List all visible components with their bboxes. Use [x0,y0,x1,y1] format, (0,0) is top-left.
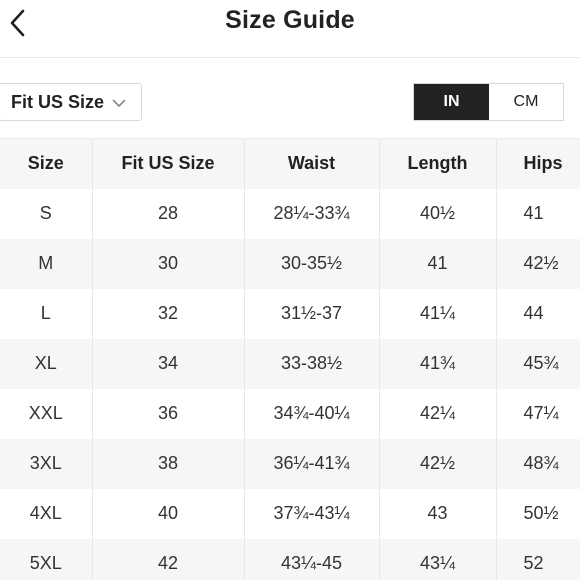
cell-size: 3XL [0,438,93,489]
table-row: M 30 30-35½ 41 42½ [0,238,580,289]
size-standard-dropdown[interactable]: Fit US Size [0,83,142,121]
cell-hips: 42½ [496,238,580,289]
cell-fit-us-size: 36 [92,388,245,439]
cell-hips: 48¾ [496,438,580,489]
cell-hips: 50½ [496,488,580,539]
table-body: S 28 28¼-33¾ 40½ 41 M 30 30-35½ 41 42½ L 32 31½-37 41… [0,188,580,580]
cell-waist: 33-38½ [244,338,380,389]
cell-length: 41¾ [379,338,497,389]
table-row: XL 34 33-38½ 41¾ 45¾ [0,338,580,389]
chevron-left-icon [10,9,25,37]
cell-length: 41 [379,238,497,289]
table-header-row: Size Fit US Size Waist Length Hips [0,138,580,189]
cell-length: 43¼ [379,538,497,580]
table-row: 5XL 42 43¼-45 43¼ 52 [0,538,580,580]
cell-hips: 44 [496,288,580,339]
table-row: XXL 36 34¾-40¼ 42¼ 47¼ [0,388,580,439]
cell-length: 42¼ [379,388,497,439]
column-header-length: Length [379,138,497,189]
cell-size: 5XL [0,538,93,580]
cell-size: 4XL [0,488,93,539]
back-button[interactable] [4,6,32,40]
column-header-hips: Hips [496,138,580,189]
cell-fit-us-size: 38 [92,438,245,489]
cell-fit-us-size: 42 [92,538,245,580]
cell-size: M [0,238,93,289]
cell-waist: 31½-37 [244,288,380,339]
cell-fit-us-size: 40 [92,488,245,539]
column-header-waist: Waist [244,138,380,189]
table-row: L 32 31½-37 41¼ 44 [0,288,580,339]
unit-in-button[interactable]: IN [414,84,489,120]
cell-fit-us-size: 32 [92,288,245,339]
cell-length: 41¼ [379,288,497,339]
table-row: S 28 28¼-33¾ 40½ 41 [0,188,580,239]
table-row: 4XL 40 37¾-43¼ 43 50½ [0,488,580,539]
header-bar: Size Guide [0,0,580,58]
cell-length: 40½ [379,188,497,239]
cell-hips: 41 [496,188,580,239]
cell-waist: 43¼-45 [244,538,380,580]
unit-toggle: IN CM [413,83,564,121]
page-title: Size Guide [225,6,355,34]
cell-waist: 30-35½ [244,238,380,289]
cell-waist: 34¾-40¼ [244,388,380,439]
cell-waist: 37¾-43¼ [244,488,380,539]
cell-length: 42½ [379,438,497,489]
unit-cm-button[interactable]: CM [513,93,539,110]
table-row: 3XL 38 36¼-41¾ 42½ 48¾ [0,438,580,489]
cell-waist: 36¼-41¾ [244,438,380,489]
cell-size: L [0,288,93,339]
size-standard-label: Fit US Size [11,91,105,112]
column-header-size: Size [0,138,93,189]
cell-hips: 52 [496,538,580,580]
cell-size: XL [0,338,93,389]
chevron-down-icon [112,99,126,108]
cell-fit-us-size: 30 [92,238,245,289]
cell-fit-us-size: 34 [92,338,245,389]
column-header-fit-us-size: Fit US Size [92,138,245,189]
cell-fit-us-size: 28 [92,188,245,239]
cell-length: 43 [379,488,497,539]
size-table: Size Fit US Size Waist Length Hips S 28 28¼-33… [0,138,580,580]
cell-hips: 45¾ [496,338,580,389]
cell-size: XXL [0,388,93,439]
cell-size: S [0,188,93,239]
cell-hips: 47¼ [496,388,580,439]
cell-waist: 28¼-33¾ [244,188,380,239]
